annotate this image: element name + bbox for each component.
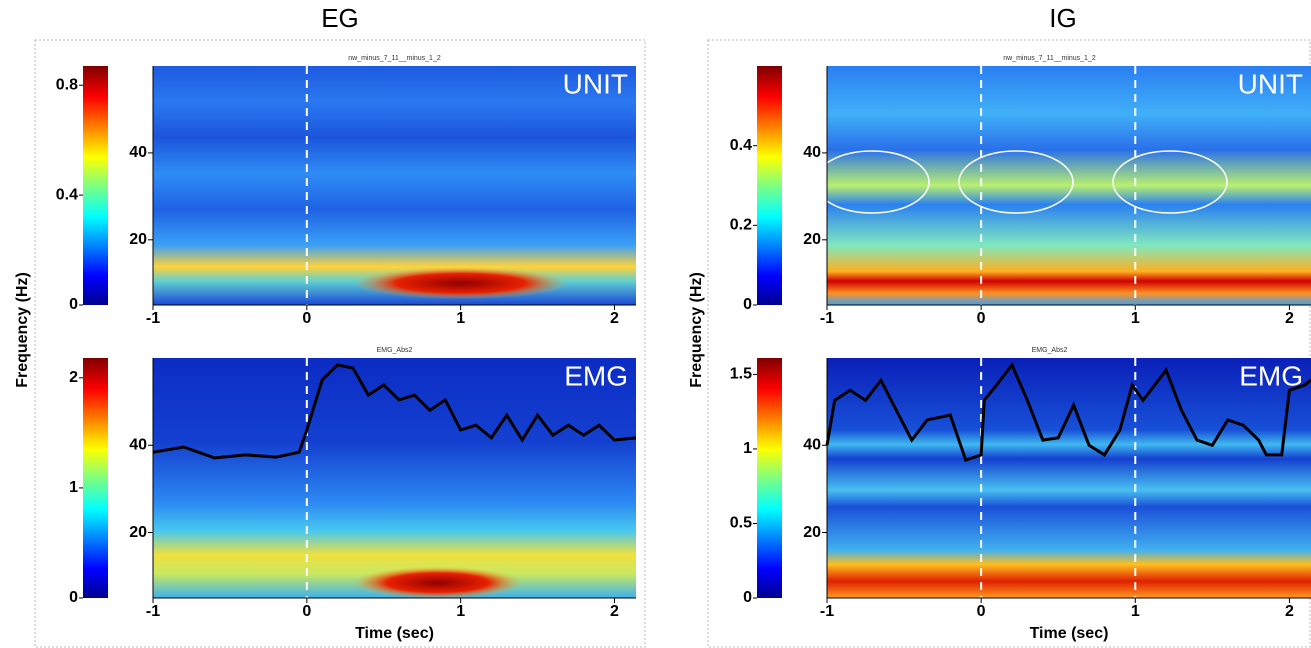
heatmap	[153, 358, 636, 598]
y-tick-label: 20	[803, 231, 821, 248]
colorbar-tick-label: 1	[69, 479, 78, 496]
annotation-circle	[814, 150, 930, 214]
x-tick-label: 0	[977, 603, 986, 620]
y-tick-label: 20	[129, 231, 147, 248]
panel-label: EMG	[564, 360, 628, 391]
colorbar-tick-label: 2	[69, 369, 78, 386]
x-axis-label: Time (sec)	[1030, 625, 1109, 642]
colorbar-tick-label: 0.4	[730, 137, 752, 154]
heatmap-hotspot	[352, 566, 523, 599]
colorbar	[83, 358, 108, 598]
heatmap	[827, 66, 1311, 305]
colorbar	[757, 358, 782, 598]
x-tick-label: 1	[456, 603, 465, 620]
colorbar	[757, 66, 782, 305]
x-tick-label: 0	[302, 603, 311, 620]
x-tick-label: -1	[146, 603, 160, 620]
colorbar-tick-label: 1.5	[730, 366, 752, 383]
y-tick-label: 40	[129, 436, 147, 453]
heatmap	[827, 358, 1311, 598]
colorbar-tick-label: 0	[743, 296, 752, 313]
colorbar-tick-label: 0.8	[56, 76, 78, 93]
column-title: EG	[321, 3, 359, 33]
colorbar-tick-label: 0.2	[730, 217, 752, 234]
panel-label: UNIT	[1238, 68, 1303, 99]
annotation-circle	[1112, 150, 1228, 214]
colorbar-tick-label: 0	[69, 589, 78, 606]
x-tick-label: -1	[146, 310, 160, 327]
y-tick-label: 20	[129, 524, 147, 541]
panel-label: UNIT	[563, 68, 628, 99]
emg-line	[152, 363, 637, 460]
x-tick-label: 1	[1131, 603, 1140, 620]
subplot-title: EMG_Abs2	[377, 347, 413, 354]
colorbar-tick-label: 0	[69, 296, 78, 313]
column-title: IG	[1049, 3, 1076, 33]
subplot-title: EMG_Abs2	[1032, 347, 1068, 354]
colorbar-tick-label: 0	[743, 589, 752, 606]
emg-line	[825, 362, 1311, 463]
panel-frame	[34, 39, 646, 648]
x-tick-label: 0	[302, 310, 311, 327]
y-tick-label: 40	[803, 436, 821, 453]
panel-frame	[707, 39, 1311, 648]
x-axis-label: Time (sec)	[355, 625, 434, 642]
x-tick-label: 1	[456, 310, 465, 327]
x-tick-label: -1	[820, 603, 834, 620]
heatmap-hotspot	[352, 267, 569, 300]
colorbar-tick-label: 0.4	[56, 186, 78, 203]
colorbar-tick-label: 0.5	[730, 515, 752, 532]
x-tick-label: 2	[1285, 310, 1294, 327]
x-tick-label: 2	[610, 603, 619, 620]
annotation-circle	[958, 150, 1074, 214]
x-tick-label: 2	[610, 310, 619, 327]
x-tick-label: 2	[1285, 603, 1294, 620]
x-tick-label: 0	[977, 310, 986, 327]
y-axis-label: Frequency (Hz)	[688, 272, 705, 388]
y-tick-label: 40	[803, 144, 821, 161]
heatmap	[153, 66, 636, 305]
colorbar	[83, 66, 108, 305]
colorbar-tick-label: 1	[743, 440, 752, 457]
subplot-title: nw_minus_7_11__minus_1_2	[348, 55, 441, 62]
subplot-title: nw_minus_7_11__minus_1_2	[1003, 55, 1096, 62]
x-tick-label: 1	[1131, 310, 1140, 327]
y-tick-label: 40	[129, 144, 147, 161]
y-tick-label: 20	[803, 524, 821, 541]
y-axis-label: Frequency (Hz)	[14, 272, 31, 388]
x-tick-label: -1	[820, 310, 834, 327]
panel-label: EMG	[1239, 360, 1303, 391]
